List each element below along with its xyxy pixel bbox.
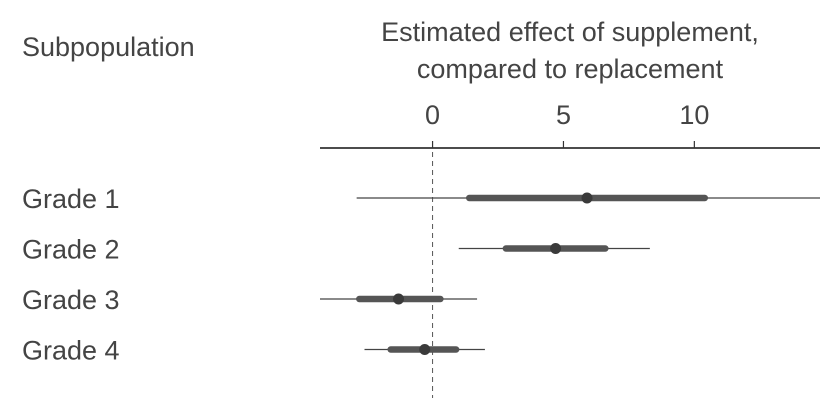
forest-row: Grade 3 <box>22 285 478 315</box>
forest-row: Grade 1 <box>22 184 820 214</box>
axis-title-line-2: compared to replacement <box>417 54 724 84</box>
x-tick-label: 0 <box>425 100 440 130</box>
point-estimate <box>550 243 562 254</box>
forest-row: Grade 4 <box>22 336 485 366</box>
x-axis: 0 5 10 <box>320 100 820 398</box>
point-estimate <box>419 344 431 355</box>
point-estimate <box>393 293 405 305</box>
row-label: Grade 4 <box>22 336 120 366</box>
forest-row: Grade 2 <box>22 235 650 265</box>
row-label: Grade 2 <box>22 235 120 265</box>
plot-rows: Grade 1 Grade 2 Grade 3 Grade 4 <box>22 184 820 366</box>
x-tick-label: 5 <box>556 100 571 130</box>
row-label: Grade 3 <box>22 285 120 315</box>
row-header: Subpopulation <box>22 32 195 62</box>
row-label: Grade 1 <box>22 184 120 214</box>
axis-title-line-1: Estimated effect of supplement, <box>381 17 759 47</box>
point-estimate <box>581 192 593 204</box>
x-tick-label: 10 <box>679 100 709 130</box>
